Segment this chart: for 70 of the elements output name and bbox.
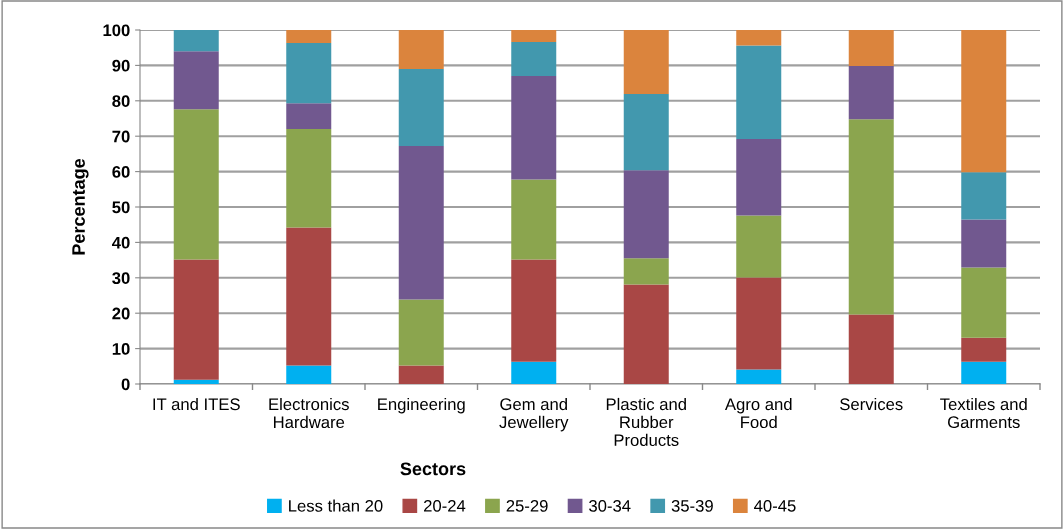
y-tick-label: 70 [112, 130, 130, 143]
bar [848, 314, 894, 384]
legend-label: 25-29 [506, 499, 548, 512]
y-tick-label: 30 [112, 272, 130, 285]
y-tick-label: 20 [112, 307, 130, 320]
bar [623, 284, 669, 384]
x-axis-title: Sectors [400, 462, 466, 476]
bar [286, 103, 332, 130]
bar [511, 30, 557, 43]
legend-label: Less than 20 [289, 499, 383, 512]
legend-label: 40-45 [754, 499, 796, 512]
bar [848, 66, 894, 120]
bar [511, 42, 557, 77]
y-tick-label: 100 [103, 24, 130, 37]
y-tick-label: 10 [112, 343, 130, 355]
x-tick-label: Services [840, 397, 903, 411]
x-tick-label: Electronics Hardware [269, 397, 349, 429]
bar [398, 365, 444, 384]
bar [848, 119, 894, 315]
bar [286, 227, 332, 366]
bar [398, 299, 444, 366]
bar [736, 30, 782, 46]
bar [961, 219, 1007, 268]
bar [736, 139, 782, 216]
y-axis-title: Percentage [72, 158, 89, 255]
bar [623, 94, 669, 171]
bar [511, 259, 557, 362]
bar [623, 30, 669, 95]
legend-label: 35-39 [671, 499, 713, 512]
y-tick-label: 50 [112, 201, 130, 214]
bar [961, 337, 1007, 362]
bar [961, 267, 1007, 338]
bar [173, 51, 219, 110]
bar [173, 379, 219, 384]
x-tick-label: Engineering [378, 397, 465, 414]
y-tick-label: 60 [112, 166, 130, 178]
bar [398, 30, 444, 69]
bar [511, 76, 557, 180]
bar [398, 68, 444, 147]
bar [961, 172, 1007, 220]
bar [173, 109, 219, 260]
bar [511, 361, 557, 384]
bar [623, 258, 669, 285]
legend-label: 30-34 [589, 499, 631, 512]
bar [286, 43, 332, 104]
bar [511, 179, 557, 260]
x-tick-label: Gem and Jewellery [499, 397, 569, 432]
y-tick-label: 80 [112, 95, 130, 107]
bar [848, 30, 894, 67]
bar [286, 365, 332, 384]
bar [173, 30, 219, 52]
bar [736, 215, 782, 278]
x-tick-label: Plastic and Rubber Products [606, 397, 686, 447]
y-tick-label: 90 [112, 59, 130, 72]
bar [961, 30, 1007, 173]
x-tick-label: Agro and Food [724, 397, 792, 429]
bar [623, 170, 669, 259]
bar [736, 45, 782, 140]
y-tick-label: 0 [121, 378, 130, 391]
x-tick-label: IT and ITES [153, 397, 240, 411]
bar [173, 259, 219, 380]
bar [736, 369, 782, 384]
x-tick-label: Textiles and Garments [940, 397, 1027, 429]
bar [286, 129, 332, 228]
bar [286, 30, 332, 44]
y-tick-label: 40 [111, 236, 130, 249]
bar [961, 361, 1007, 384]
legend-label: 20-24 [424, 499, 466, 512]
bar [736, 277, 782, 370]
bar [398, 146, 444, 300]
